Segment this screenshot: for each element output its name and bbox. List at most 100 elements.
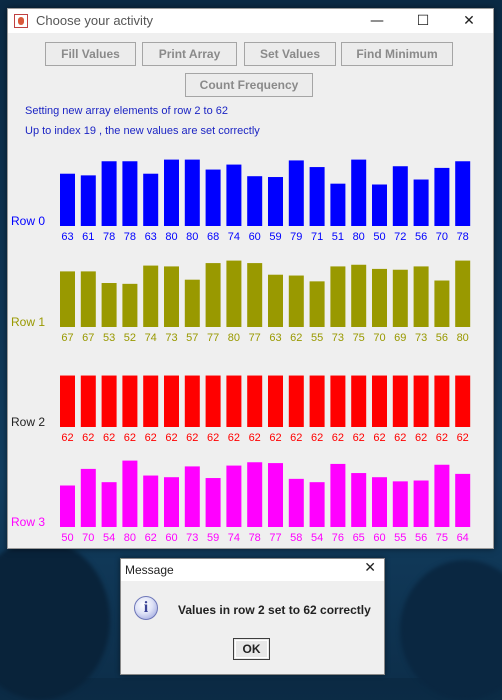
bar xyxy=(122,375,138,427)
java-app-icon xyxy=(14,14,28,28)
value-label: 67 xyxy=(61,332,73,344)
value-label: 60 xyxy=(249,231,261,243)
value-label: 78 xyxy=(249,532,261,544)
value-label: 62 xyxy=(290,332,302,344)
value-label: 55 xyxy=(394,532,406,544)
bar xyxy=(60,375,75,427)
value-label: 75 xyxy=(436,532,448,544)
bar xyxy=(101,283,117,327)
status-line-1: Setting new array elements of row 2 to 6… xyxy=(25,105,228,117)
value-label: 80 xyxy=(186,231,198,243)
close-button[interactable]: ✕ xyxy=(463,13,475,29)
value-label: 77 xyxy=(207,332,219,344)
dialog-message: Values in row 2 set to 62 correctly xyxy=(178,603,371,617)
dialog-close-button[interactable]: ✕ xyxy=(364,560,376,576)
ok-button[interactable]: OK xyxy=(233,638,270,660)
value-label: 63 xyxy=(61,231,73,243)
bar xyxy=(288,160,304,226)
value-label: 73 xyxy=(165,332,177,344)
value-label: 73 xyxy=(415,332,427,344)
bar xyxy=(413,480,429,527)
value-label: 74 xyxy=(228,532,240,544)
find-minimum-button[interactable]: Find Minimum xyxy=(341,42,453,66)
value-label: 72 xyxy=(394,231,406,243)
value-label: 74 xyxy=(228,231,240,243)
minimize-button[interactable]: — xyxy=(370,13,384,29)
row-label: Row 1 xyxy=(11,315,45,329)
bar xyxy=(268,274,283,327)
value-label: 67 xyxy=(82,332,94,344)
dialog-title: Message xyxy=(125,563,174,577)
bar xyxy=(392,481,408,527)
value-label: 62 xyxy=(353,432,365,444)
value-label: 77 xyxy=(269,532,281,544)
value-label: 62 xyxy=(103,432,115,444)
bar xyxy=(247,462,263,527)
bar xyxy=(143,265,159,327)
value-label: 63 xyxy=(145,231,157,243)
bar xyxy=(413,266,429,327)
bar xyxy=(309,167,325,226)
bar xyxy=(309,281,325,327)
bar xyxy=(372,477,387,527)
value-label: 62 xyxy=(436,432,448,444)
bar-chart: Row 0 63 61 78 78 63 80 80 68 74 60 59 79 71 51 80 50 72 5… xyxy=(11,159,471,544)
bar xyxy=(164,159,179,226)
value-label: 62 xyxy=(61,432,73,444)
value-label: 54 xyxy=(311,532,323,544)
bar xyxy=(268,375,283,427)
bar xyxy=(351,375,367,427)
value-label: 79 xyxy=(290,231,302,243)
value-label: 60 xyxy=(165,532,177,544)
bar xyxy=(184,466,200,527)
value-label: 62 xyxy=(145,532,157,544)
value-label: 62 xyxy=(269,432,281,444)
bar xyxy=(455,375,471,427)
bar xyxy=(143,475,159,527)
bar xyxy=(164,375,179,427)
bar xyxy=(247,375,263,427)
bar xyxy=(351,159,367,226)
main-window: Choose your activity — ☐ ✕ Fill Values P… xyxy=(7,8,494,549)
bar xyxy=(143,375,159,427)
bar xyxy=(413,375,429,427)
value-label: 62 xyxy=(249,432,261,444)
bar xyxy=(309,482,325,527)
bar xyxy=(247,176,263,226)
bar xyxy=(205,169,221,226)
bar xyxy=(434,375,450,427)
bar xyxy=(122,283,138,327)
value-label: 63 xyxy=(269,332,281,344)
value-label: 55 xyxy=(311,332,323,344)
value-label: 68 xyxy=(207,231,219,243)
bar xyxy=(226,465,242,527)
print-array-button[interactable]: Print Array xyxy=(142,42,237,66)
fill-values-button[interactable]: Fill Values xyxy=(45,42,136,66)
value-label: 62 xyxy=(457,432,469,444)
bar xyxy=(455,473,471,527)
value-label: 78 xyxy=(457,231,469,243)
bar xyxy=(80,468,96,527)
maximize-button[interactable]: ☐ xyxy=(416,13,430,29)
set-values-button[interactable]: Set Values xyxy=(244,42,336,66)
value-label: 77 xyxy=(249,332,261,344)
value-label: 80 xyxy=(353,231,365,243)
bar xyxy=(330,463,346,527)
value-label: 62 xyxy=(228,432,240,444)
bar xyxy=(372,268,387,327)
value-label: 58 xyxy=(290,532,302,544)
bar xyxy=(226,375,242,427)
value-label: 62 xyxy=(332,432,344,444)
value-label: 80 xyxy=(457,332,469,344)
value-label: 62 xyxy=(290,432,302,444)
value-label: 78 xyxy=(103,231,115,243)
count-frequency-button[interactable]: Count Frequency xyxy=(185,73,313,97)
bar xyxy=(184,159,200,226)
bar xyxy=(205,263,221,327)
value-label: 65 xyxy=(353,532,365,544)
value-label: 70 xyxy=(436,231,448,243)
value-label: 53 xyxy=(103,332,115,344)
value-label: 56 xyxy=(415,231,427,243)
bar xyxy=(268,463,283,527)
value-label: 76 xyxy=(332,532,344,544)
